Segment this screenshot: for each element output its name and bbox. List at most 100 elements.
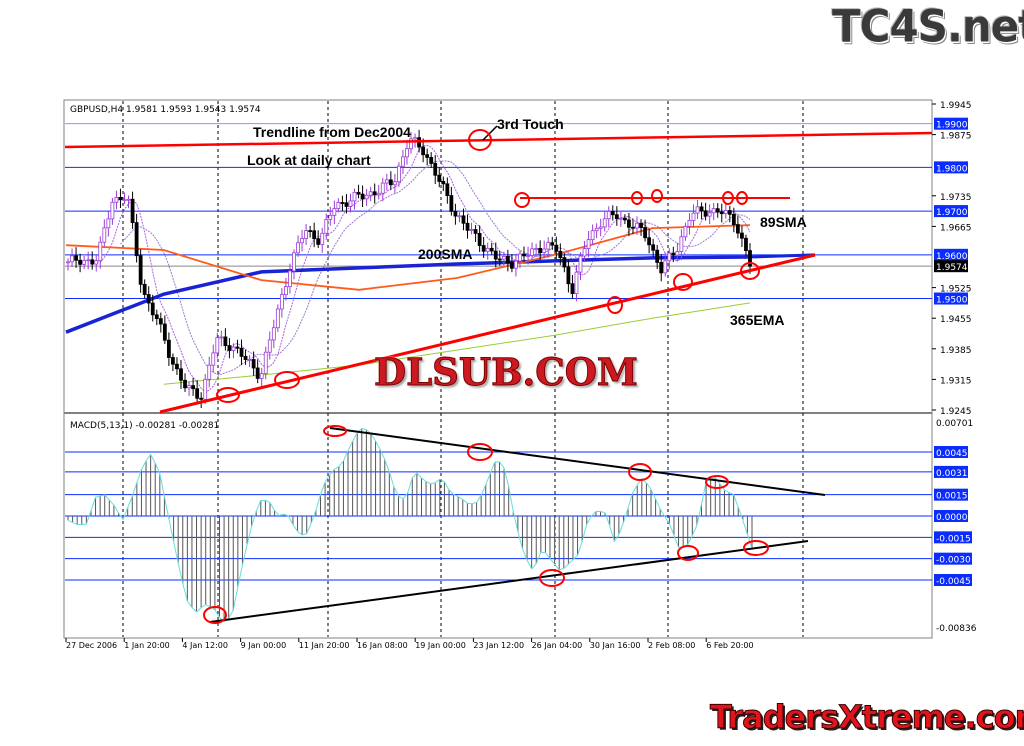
candle-body [574, 271, 579, 295]
candle-body [602, 218, 607, 228]
candle-body [98, 241, 103, 262]
candle-body [304, 230, 308, 239]
candle-body [667, 252, 672, 262]
candle-body [505, 255, 510, 264]
candle-body [300, 238, 304, 244]
macd-level-tag [934, 488, 968, 501]
macd-y-tick-label: -0.00836 [936, 624, 977, 634]
x-tick-label: 23 Jan 12:00 [473, 641, 524, 650]
candle-body [433, 162, 438, 176]
highlight-circle [722, 191, 734, 205]
annotation-3rd-touch: 3rd Touch [497, 116, 564, 132]
macd-level-tag [934, 446, 968, 459]
candle-body [703, 210, 708, 217]
level-tag [934, 205, 968, 218]
candle-body [735, 224, 740, 234]
macd-histogram [67, 427, 753, 623]
price-axis: 1.9900 1.9800 1.9700 1.9600 1.9500 1.9574 1.99… [932, 101, 977, 634]
candle-body [651, 244, 656, 251]
candle-body [610, 211, 615, 216]
candle-body [150, 302, 155, 316]
candle-body [263, 351, 268, 375]
touch-arrow [482, 125, 498, 141]
x-tick-label: 16 Jan 08:00 [357, 641, 408, 650]
macd-level-tag [934, 465, 968, 478]
macd-y-tick-label: 0.00701 [936, 419, 973, 429]
macd-level-label: 0.0015 [936, 492, 968, 502]
candle-body [316, 238, 321, 245]
candle-body [126, 198, 131, 201]
candle-body [384, 179, 389, 184]
annotation-200sma: 200SMA [418, 246, 472, 262]
highlight-circle [467, 443, 493, 461]
ma-line-200sma [65, 255, 751, 334]
macd-level-tag [934, 531, 972, 544]
level-tag [934, 292, 968, 305]
candle-body [429, 157, 434, 164]
macd-level-label: 0.0045 [936, 449, 968, 459]
candle-body [622, 217, 627, 221]
candle-body [711, 208, 716, 214]
candle-body [699, 206, 704, 212]
candle-body [437, 174, 442, 182]
candle-body [392, 181, 397, 186]
candle-body [284, 286, 288, 295]
candle-body [255, 367, 260, 379]
candle-body [397, 165, 401, 183]
dlsub-watermark: DLSUB.COM [374, 350, 639, 395]
y-tick-label: 1.9525 [940, 285, 972, 295]
candle-body [166, 339, 171, 358]
y-tick-label: 1.9665 [940, 223, 972, 233]
candle-body [679, 236, 684, 252]
candle-body [691, 212, 696, 221]
y-tick-label: 1.9315 [940, 376, 972, 386]
drawings [64, 125, 933, 624]
candle-body [639, 222, 643, 228]
candle-body [485, 247, 490, 252]
candle-body [477, 232, 482, 246]
highlight-circle [607, 296, 623, 314]
highlight-circle [514, 192, 530, 208]
candle-body [223, 336, 228, 347]
candle-body [376, 192, 381, 196]
candle-body [292, 252, 296, 272]
trendline-dec2004 [64, 131, 933, 149]
macd-level-label: -0.0030 [936, 556, 971, 566]
macd-label: MACD(5,13,1) -0.00281 -0.00281 [70, 421, 219, 431]
candle-body [324, 218, 329, 234]
candle-body [425, 154, 430, 158]
highlight-circle [736, 191, 748, 205]
candle-body [671, 252, 676, 256]
candle-body [461, 215, 466, 224]
macd-trendline-lower [209, 540, 809, 623]
candle-body [683, 225, 688, 238]
candle-body [687, 219, 692, 227]
candle-body [90, 259, 95, 265]
annotation-365ema: 365EMA [730, 312, 784, 328]
candle-body [489, 247, 494, 252]
candle-body [368, 191, 373, 196]
candle-body [94, 260, 99, 265]
current-price-label: 1.9574 [936, 263, 968, 273]
candle-body [66, 261, 70, 264]
y-tick-label: 1.9735 [940, 193, 972, 203]
level-tag [934, 248, 968, 261]
candle-body [320, 232, 325, 245]
macd-level-tag [934, 510, 968, 522]
candle-body [275, 308, 280, 329]
candle-body [550, 242, 555, 246]
candle-body [731, 213, 736, 225]
ma-line-89sma [65, 224, 751, 291]
candle-body [138, 255, 143, 285]
candle-body [259, 373, 264, 379]
candle-body [271, 327, 276, 341]
candle-body [465, 222, 470, 231]
candle-body [239, 347, 244, 357]
highlight-circle [705, 475, 729, 489]
candle-body [409, 138, 413, 150]
candle-body [388, 179, 393, 186]
x-tick-label: 27 Dec 2006 [66, 641, 117, 650]
candle-body [162, 323, 167, 341]
candle-body [154, 314, 159, 320]
